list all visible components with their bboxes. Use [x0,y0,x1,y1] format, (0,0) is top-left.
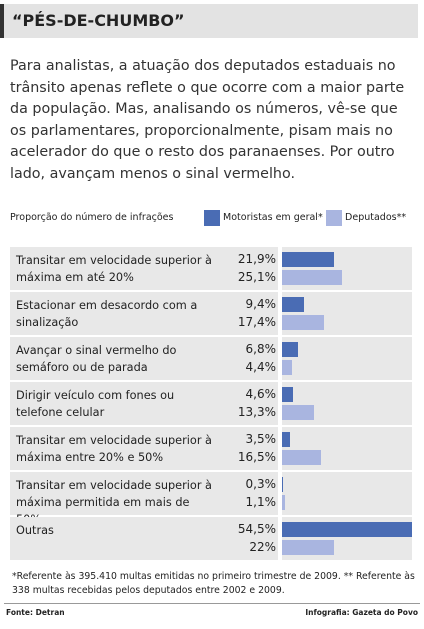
separator [278,517,282,560]
legend-item: Deputados** [326,210,406,226]
bar [282,522,412,537]
source: Fonte: Detran [6,608,65,617]
category-label: Transitar em velocidade superior à máxim… [16,434,212,464]
divider [4,603,420,604]
row: Transitar em velocidade superior à máxim… [10,472,412,526]
legend-item: Motoristas em geral* [204,210,323,226]
row: Estacionar em desacordo com a sinalizaçã… [10,292,412,335]
value-label: 13,3% [237,405,276,419]
row: Outras 54,5% 22% [10,517,412,560]
title: “PÉS-DE-CHUMBO” [0,4,418,38]
separator [278,427,282,470]
value-label: 21,9% [237,252,276,266]
value-label: 3,5% [245,432,277,446]
value-label: 16,5% [237,450,276,464]
separator [278,382,282,425]
value-label: 22% [249,540,276,554]
intro-line: acelerador do que o resto dos paranaense… [10,144,395,160]
value-label: 0,3% [245,477,277,491]
bar [282,405,314,420]
bar [282,495,285,510]
intro-line: lado, avançam menos o sinal vermelho. [10,165,296,182]
legend-swatch [326,210,342,226]
footnote: *Referente às 395.410 multas emitidas no… [12,571,415,596]
intro: Para analistas, a atuação dos deputados … [10,56,422,185]
category-label: Transitar em velocidade superior à máxim… [16,254,212,284]
bar [282,360,293,375]
separator [278,247,282,290]
bar [282,315,324,330]
bar [282,477,283,492]
bar [282,387,293,402]
bar [282,297,305,312]
credit: Infografia: Gazeta do Povo [305,608,418,617]
intro-line: da população. Mas, analisando os números… [10,101,398,117]
bar [282,540,335,555]
intro-line: os parlamentares, proporcionalmente, pis… [10,122,393,139]
separator [278,472,282,515]
bar [282,342,299,357]
value-label: 54,5% [237,522,276,536]
value-label: 17,4% [237,315,276,329]
axis-label: Proporção do número de infrações [10,212,174,223]
value-label: 25,1% [237,270,276,284]
legend: Proporção do número de infrações Motoris… [10,210,414,226]
value-label: 1,1% [245,495,277,509]
category-label: Estacionar em desacordo com a sinalizaçã… [16,299,198,329]
value-label: 9,4% [245,297,277,311]
intro-line: trânsito apenas reflete o que ocorre com… [10,79,405,96]
category-label: Dirigir veículo com fones ou telefone ce… [16,389,175,419]
value-label: 4,6% [245,387,277,401]
separator [278,337,282,380]
row: Transitar em velocidade superior à máxim… [10,247,412,290]
row: Transitar em velocidade superior à máxim… [10,427,412,470]
category-label: Outras [16,524,54,537]
intro-line: Para analistas, a atuação dos deputados … [10,58,396,74]
legend-swatch [204,210,220,226]
value-label: 6,8% [245,342,277,356]
legend-label: Deputados** [345,212,407,223]
row: Dirigir veículo com fones ou telefone ce… [10,382,412,425]
bar [282,252,335,267]
category-label: Avançar o sinal vermelho do semáforo ou … [16,344,177,374]
value-label: 4,4% [245,360,277,374]
bar [282,432,291,447]
chart-rows: Transitar em velocidade superior à máxim… [10,247,412,562]
separator [278,292,282,335]
bar [282,270,342,285]
bar [282,450,322,465]
row: Avançar o sinal vermelho do semáforo ou … [10,337,412,380]
legend-label: Motoristas em geral* [223,212,323,223]
